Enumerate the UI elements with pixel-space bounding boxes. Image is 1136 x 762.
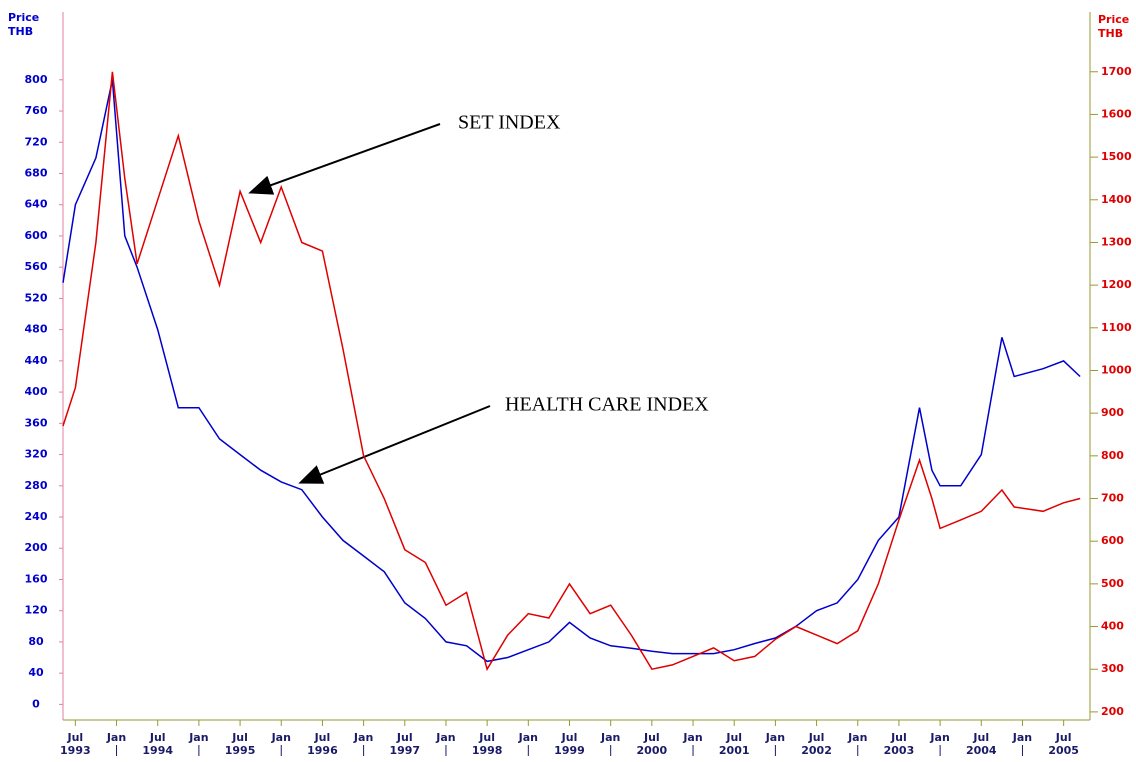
y2-label: Price — [1098, 13, 1129, 26]
x-tick-label: Jan — [518, 731, 538, 744]
y2-tick-label: 800 — [1101, 449, 1124, 462]
series-line — [63, 72, 1080, 669]
y2-tick-label: 300 — [1101, 662, 1124, 675]
x-year-label: 2001 — [719, 744, 750, 757]
x-year-label: 2005 — [1048, 744, 1079, 757]
y2-tick-label: 1400 — [1101, 193, 1132, 206]
y-tick-label: 120 — [25, 604, 48, 617]
annotation: HEALTH CARE INDEX — [505, 394, 709, 416]
arrow — [252, 124, 440, 192]
x-tick-label: Jan — [929, 731, 949, 744]
x-tick-label: Jul — [643, 731, 660, 744]
y2-tick-label: 1000 — [1101, 363, 1132, 376]
y-tick-label: 680 — [25, 166, 48, 179]
y-tick-label: 40 — [28, 666, 44, 679]
y-tick-label: 600 — [25, 229, 48, 242]
y-tick-label: 360 — [25, 416, 48, 429]
y-tick-label: 400 — [25, 385, 48, 398]
x-tick-label: Jan — [353, 731, 373, 744]
y2-tick-label: 600 — [1101, 534, 1124, 547]
x-tick-label: Jul — [231, 731, 248, 744]
x-year-label: 2004 — [966, 744, 997, 757]
y-tick-label: 200 — [25, 541, 48, 554]
x-year-label: 1995 — [225, 744, 256, 757]
y-tick-label: 80 — [28, 635, 44, 648]
y2-tick-label: 1600 — [1101, 107, 1132, 120]
y-tick-label: 280 — [25, 479, 48, 492]
y-tick-label: 480 — [25, 323, 48, 336]
y2-tick-label: 200 — [1101, 705, 1124, 718]
y2-tick-label: 900 — [1101, 406, 1124, 419]
x-tick-label: Jul — [890, 731, 907, 744]
x-tick-label: Jul — [314, 731, 331, 744]
x-tick-label: Jan — [1012, 731, 1032, 744]
y2-tick-label: 500 — [1101, 577, 1124, 590]
x-tick-label: Jan — [188, 731, 208, 744]
y-tick-label: 800 — [25, 73, 48, 86]
x-year-label: 1999 — [554, 744, 585, 757]
y2-tick-label: 1500 — [1101, 150, 1132, 163]
y2-tick-label: 700 — [1101, 492, 1124, 505]
x-tick-label: Jul — [808, 731, 825, 744]
y-label: THB — [8, 25, 33, 38]
x-tick-label: Jan — [847, 731, 867, 744]
y-label: Price — [8, 11, 39, 24]
x-tick-label: Jan — [271, 731, 291, 744]
x-tick-label: Jul — [67, 731, 84, 744]
x-year-label: 1993 — [60, 744, 91, 757]
x-year-label: 1997 — [389, 744, 420, 757]
y-tick-label: 640 — [25, 198, 48, 211]
y2-tick-label: 1700 — [1101, 65, 1132, 78]
x-year-label: 2000 — [637, 744, 668, 757]
annotation: SET INDEX — [458, 112, 561, 134]
x-year-label: 2003 — [884, 744, 915, 757]
x-tick-label: Jan — [765, 731, 785, 744]
x-tick-label: Jul — [561, 731, 578, 744]
y-tick-label: 760 — [25, 104, 48, 117]
x-tick-label: Jul — [396, 731, 413, 744]
y2-tick-label: 1100 — [1101, 321, 1132, 334]
y-tick-label: 0 — [32, 697, 40, 710]
x-year-label: 1994 — [142, 744, 173, 757]
y-tick-label: 720 — [25, 135, 48, 148]
x-year-label: 1996 — [307, 744, 338, 757]
chart: Price THB Price THB SET INDEX HEALTH CAR… — [0, 0, 1136, 758]
y2-tick-label: 400 — [1101, 620, 1124, 633]
x-year-label: 1998 — [472, 744, 503, 757]
x-tick-label: Jan — [106, 731, 126, 744]
y-tick-label: 240 — [25, 510, 48, 523]
y-tick-label: 560 — [25, 260, 48, 273]
x-tick-label: Jul — [1055, 731, 1072, 744]
x-tick-label: Jul — [149, 731, 166, 744]
x-tick-label: Jul — [478, 731, 495, 744]
y-tick-label: 160 — [25, 572, 48, 585]
x-tick-label: Jan — [435, 731, 455, 744]
x-tick-label: Jul — [725, 731, 742, 744]
y2-tick-label: 1200 — [1101, 278, 1132, 291]
x-year-label: 2002 — [801, 744, 832, 757]
y-tick-label: 520 — [25, 291, 48, 304]
arrow — [302, 406, 490, 482]
y2-label: THB — [1098, 27, 1123, 40]
series-line — [63, 80, 1080, 662]
y-tick-label: 440 — [25, 354, 48, 367]
x-tick-label: Jul — [972, 731, 989, 744]
y2-tick-label: 1300 — [1101, 235, 1132, 248]
x-tick-label: Jan — [600, 731, 620, 744]
x-tick-label: Jan — [682, 731, 702, 744]
y-tick-label: 320 — [25, 448, 48, 461]
